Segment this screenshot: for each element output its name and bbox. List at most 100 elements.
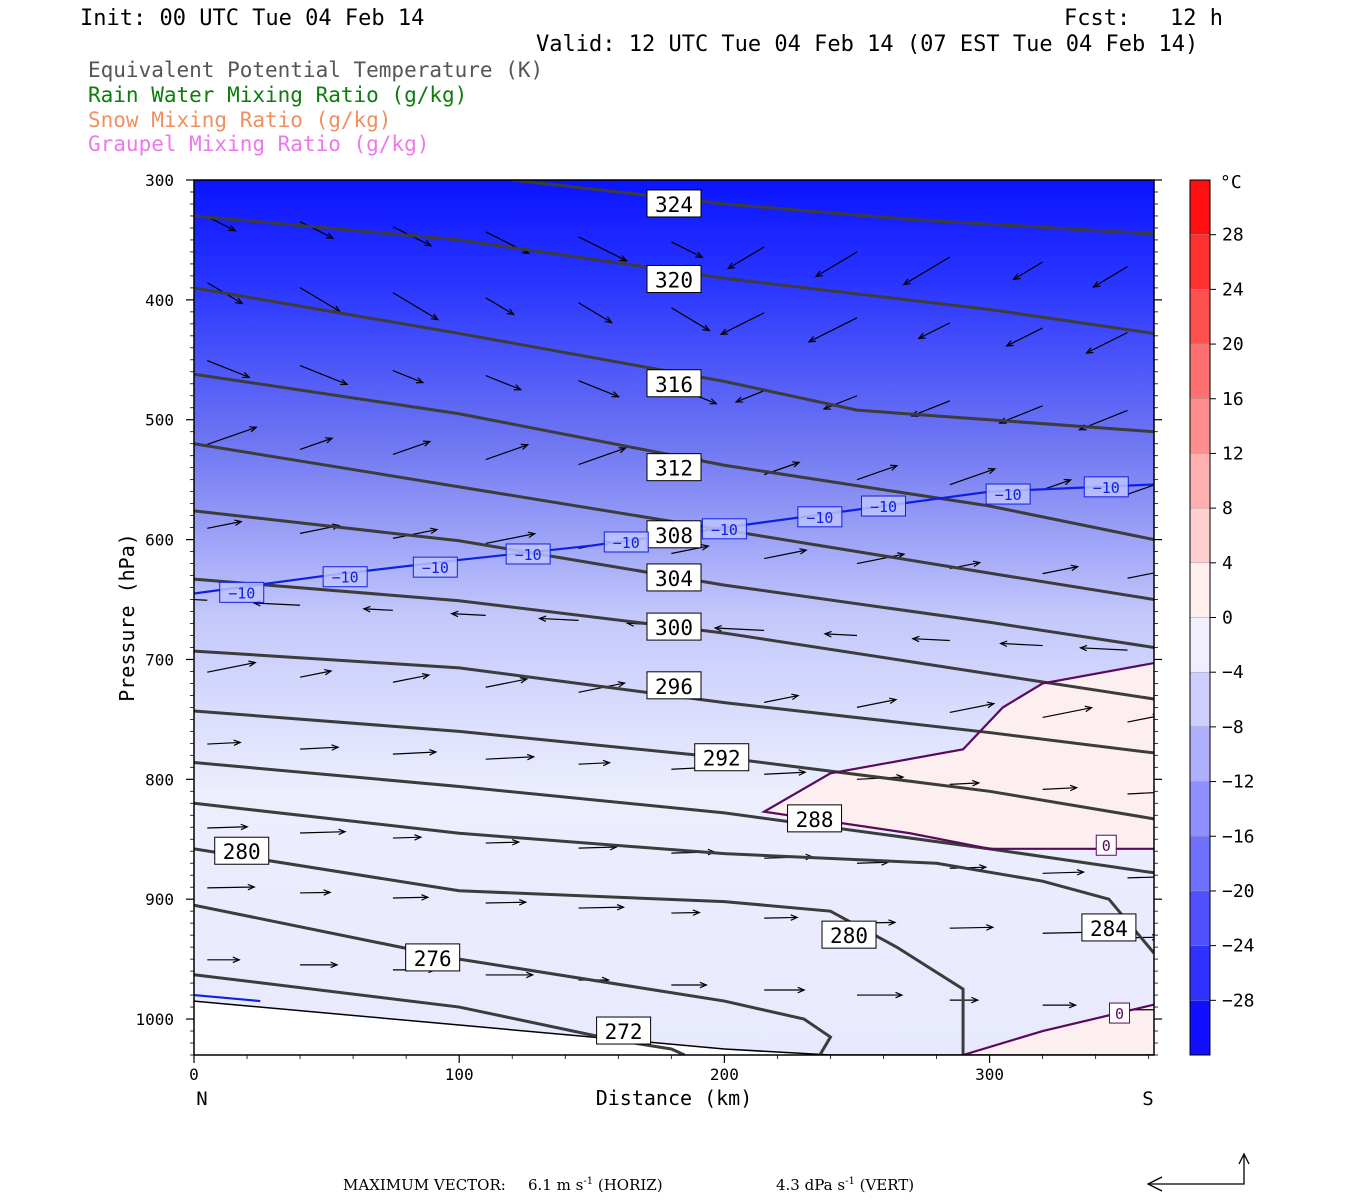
field-graupel: Graupel Mixing Ratio (g/kg) xyxy=(88,132,430,156)
colorbar-tick-label: −16 xyxy=(1222,826,1255,847)
wind-shaft xyxy=(194,598,208,601)
wind-shaft xyxy=(300,891,331,894)
wind-head xyxy=(423,240,433,247)
wind-head xyxy=(537,615,547,623)
theta-e-contour-280 xyxy=(194,847,965,1055)
wind-vector xyxy=(392,370,425,384)
temperature-contour xyxy=(760,661,1154,850)
wind-head xyxy=(986,701,996,709)
wind-head xyxy=(511,839,521,846)
wind-vector xyxy=(671,981,708,989)
wind-head xyxy=(1076,868,1086,876)
temperature-label-text: −10 xyxy=(228,584,255,602)
temperature-label-box xyxy=(322,566,368,588)
theta-e-label-box xyxy=(787,804,843,833)
wind-head xyxy=(987,467,997,475)
wind-shaft xyxy=(299,364,348,385)
colorbar-swatch xyxy=(1189,507,1211,564)
wind-vector xyxy=(450,610,486,618)
wind-vector xyxy=(485,899,528,906)
vert-exponent: -1 xyxy=(845,1176,855,1187)
wind-shaft xyxy=(856,699,897,708)
temperature-label: −10 xyxy=(412,556,458,578)
plot-frame xyxy=(193,179,1155,1056)
wind-head xyxy=(1084,705,1094,713)
wind-head xyxy=(986,924,995,931)
wind-vector xyxy=(764,693,800,703)
theta-e-label-292: 292 xyxy=(694,743,750,772)
wind-shaft xyxy=(392,674,430,683)
wind-vector xyxy=(1127,713,1154,723)
wind-shaft xyxy=(903,256,951,286)
wind-head xyxy=(790,914,799,921)
wind-shaft xyxy=(392,529,438,539)
theta-e-label-box xyxy=(694,743,750,772)
colorbar-tick-label: −24 xyxy=(1222,936,1255,957)
wind-head xyxy=(798,769,807,776)
wind-shaft xyxy=(578,380,619,398)
wind-vector xyxy=(1042,705,1094,719)
wind-shaft xyxy=(485,533,535,545)
wind-head xyxy=(506,308,516,316)
forecast-hour: Fcst: 12 h xyxy=(1064,6,1223,31)
theta-e-contour-304 xyxy=(194,509,1154,649)
theta-e-label-box xyxy=(646,264,702,293)
wind-vector xyxy=(1085,331,1128,354)
horiz-value: 6.1 m s xyxy=(528,1176,584,1194)
wind-shaft xyxy=(254,602,301,606)
theta-e-label-296: 296 xyxy=(646,671,702,700)
wind-vector xyxy=(734,390,765,403)
wind-shaft xyxy=(485,444,528,461)
colorbar-swatch xyxy=(1189,726,1211,782)
theta-e-label-box xyxy=(646,671,702,700)
y-tick-label: 900 xyxy=(145,890,174,909)
theta-e-label-box xyxy=(596,1016,652,1045)
theta-e-contour-324 xyxy=(512,180,1154,236)
wind-shaft xyxy=(485,375,521,391)
colorbar-tick-label: 20 xyxy=(1222,334,1244,355)
wind-head xyxy=(324,668,333,676)
wind-vector xyxy=(392,292,440,321)
wind-vector xyxy=(1005,327,1043,347)
wind-shaft xyxy=(485,297,515,316)
temperature-label-text: −10 xyxy=(1093,479,1120,497)
wind-shaft xyxy=(671,241,703,258)
wind-head xyxy=(429,527,439,535)
wind-vector xyxy=(671,307,711,332)
wind-vector xyxy=(485,753,536,761)
wind-head xyxy=(999,640,1008,648)
wind-shaft xyxy=(856,861,889,864)
wind-head xyxy=(526,753,536,761)
wind-vector xyxy=(299,221,335,239)
wind-shaft xyxy=(1042,566,1078,575)
wind-vector xyxy=(485,297,516,316)
wind-head xyxy=(895,991,904,999)
wind-vector xyxy=(299,437,334,451)
theta-e-contour-296 xyxy=(194,649,1154,755)
wind-shaft xyxy=(764,549,807,560)
max-vector-horiz: 6.1 m s-1 (HORIZ) xyxy=(528,1176,663,1194)
wind-head xyxy=(897,552,906,559)
wind-head xyxy=(902,278,911,286)
wind-vector xyxy=(392,673,431,683)
wind-head xyxy=(421,894,430,901)
wind-vector xyxy=(764,769,807,776)
temperature-label-box xyxy=(505,543,551,565)
wind-head xyxy=(429,749,438,756)
wind-shaft xyxy=(1093,266,1128,288)
wind-head xyxy=(527,531,537,539)
wind-vector xyxy=(949,779,981,787)
wind-head xyxy=(1069,784,1079,792)
wind-head xyxy=(1085,347,1094,354)
theta-e-label-308: 308 xyxy=(646,520,702,549)
x-tick-label: 300 xyxy=(975,1065,1004,1084)
temperature-label: −10 xyxy=(322,566,368,588)
wind-shaft xyxy=(1127,716,1154,723)
theta-e-label-280: 280 xyxy=(821,920,877,949)
wind-head xyxy=(971,996,980,1004)
wind-shaft xyxy=(392,896,428,899)
wind-vector xyxy=(207,426,258,445)
reference-vector-icon xyxy=(1146,1152,1250,1192)
wind-vector xyxy=(485,375,523,391)
wind-shaft xyxy=(912,638,950,642)
